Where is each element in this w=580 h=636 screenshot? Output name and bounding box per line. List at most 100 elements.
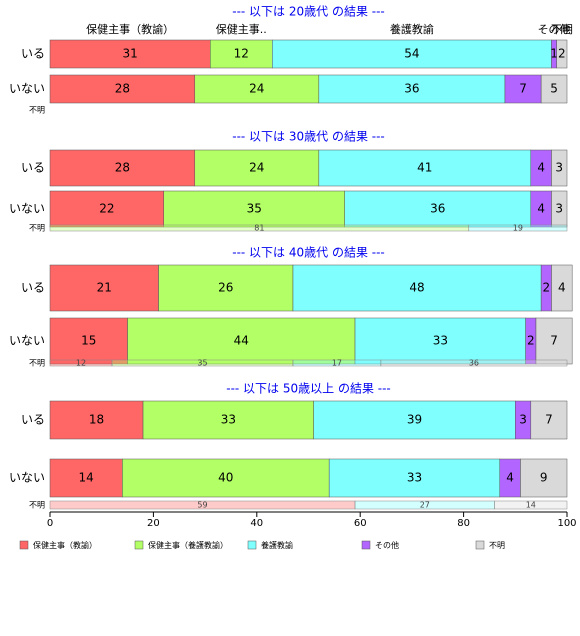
data-label: 7 (545, 413, 553, 427)
row-label: いる (21, 281, 45, 295)
bar-segment (122, 458, 330, 498)
bar-segment (354, 317, 526, 365)
data-label: 40 (218, 471, 233, 485)
bar-segment (194, 74, 320, 104)
data-label: 3 (519, 413, 527, 427)
data-label: 31 (122, 47, 137, 61)
row-label: いる (21, 47, 45, 61)
group-title: --- 以下は 20歳代 の結果 --- (232, 5, 385, 19)
bar-segment (49, 264, 159, 312)
bar-segment (551, 190, 568, 228)
data-label: 22 (99, 202, 114, 216)
group-title: --- 以下は 30歳代 の結果 --- (232, 130, 385, 144)
bar-segment (292, 264, 542, 312)
bar-segment (158, 264, 294, 312)
top-category-label: その他 (538, 23, 571, 36)
bar-segment (313, 400, 516, 440)
legend-label: 保健主事（養護教諭） (148, 540, 228, 550)
data-label: 7 (519, 82, 527, 96)
data-label: 2 (542, 281, 550, 295)
data-label: 4 (506, 471, 514, 485)
data-label: 9 (540, 471, 548, 485)
row-label: いない (9, 334, 45, 348)
data-label: 33 (407, 471, 422, 485)
x-tick-label: 80 (457, 518, 470, 529)
data-label: 54 (404, 47, 419, 61)
data-label: 24 (249, 82, 264, 96)
unknown-bar-segment (494, 500, 568, 510)
bar-segment (535, 317, 573, 365)
bar-segment (551, 264, 573, 312)
data-label: 28 (115, 161, 130, 175)
row-label: いない (9, 202, 45, 216)
x-tick-label: 20 (147, 518, 160, 529)
unknown-data-label: 59 (197, 501, 207, 510)
legend-swatch (361, 540, 371, 550)
bar-segment (210, 39, 273, 69)
unknown-data-label: 17 (332, 359, 342, 368)
data-label: 4 (558, 281, 566, 295)
legend-label: 保健主事（教諭） (33, 540, 97, 550)
data-label: 7 (550, 334, 558, 348)
unknown-data-label: 81 (254, 224, 264, 233)
data-label: 3 (555, 161, 563, 175)
x-tick-label: 40 (250, 518, 263, 529)
bar-segment (127, 317, 356, 365)
x-tick-label: 100 (557, 518, 576, 529)
bar-segment (328, 458, 501, 498)
data-label: 36 (430, 202, 445, 216)
unknown-data-label: 19 (513, 224, 523, 233)
bar-segment (556, 39, 568, 69)
bar-segment (530, 400, 568, 440)
group-title: --- 以下は 50歳以上 の結果 --- (226, 382, 391, 396)
row-label: いる (21, 413, 45, 427)
unknown-row-label: 不明 (29, 224, 45, 233)
legend-label: その他 (375, 540, 399, 550)
unknown-data-label: 36 (469, 359, 479, 368)
data-label: 14 (79, 471, 94, 485)
bar-segment (520, 458, 568, 498)
legend-swatch (19, 540, 29, 550)
data-label: 24 (249, 161, 264, 175)
row-label: いない (9, 82, 45, 96)
row-label: いる (21, 161, 45, 175)
data-label: 35 (247, 202, 262, 216)
bar-segment (49, 149, 196, 187)
x-tick-label: 0 (47, 518, 53, 529)
data-label: 2 (558, 47, 566, 61)
group-3: --- 以下は 50歳以上 の結果 --- (226, 382, 391, 396)
unknown-bar-segment (380, 359, 568, 367)
data-label: 33 (433, 334, 448, 348)
data-label: 1 (550, 47, 558, 61)
data-label: 5 (550, 82, 558, 96)
group-0: --- 以下は 20歳代 の結果 --- (232, 5, 385, 19)
unknown-row-label: 不明 (29, 359, 45, 368)
unknown-row-label: 不明 (29, 501, 45, 510)
bar-segment (344, 190, 532, 228)
unknown-data-label: 27 (420, 501, 430, 510)
top-category-label: 養護教諭 (390, 22, 434, 36)
data-label: 3 (555, 202, 563, 216)
group-title: --- 以下は 40歳代 の結果 --- (232, 246, 385, 260)
legend-swatch (247, 540, 257, 550)
data-label: 4 (537, 202, 545, 216)
top-category-label: 保健主事.. (216, 22, 267, 36)
bar-segment (540, 74, 568, 104)
data-label: 28 (115, 82, 130, 96)
unknown-data-label: 12 (76, 359, 86, 368)
legend-label: 養護教諭 (261, 540, 293, 550)
data-label: 18 (89, 413, 104, 427)
data-label: 12 (234, 47, 249, 61)
data-label: 21 (97, 281, 112, 295)
legend-swatch (134, 540, 144, 550)
data-label: 2 (527, 334, 535, 348)
data-label: 15 (81, 334, 96, 348)
data-label: 44 (234, 334, 249, 348)
legend-swatch (475, 540, 485, 550)
bar-segment (318, 149, 532, 187)
data-label: 36 (404, 82, 419, 96)
x-tick-label: 60 (354, 518, 367, 529)
unknown-data-label: 14 (526, 501, 536, 510)
unknown-row-label: 不明 (29, 106, 45, 115)
